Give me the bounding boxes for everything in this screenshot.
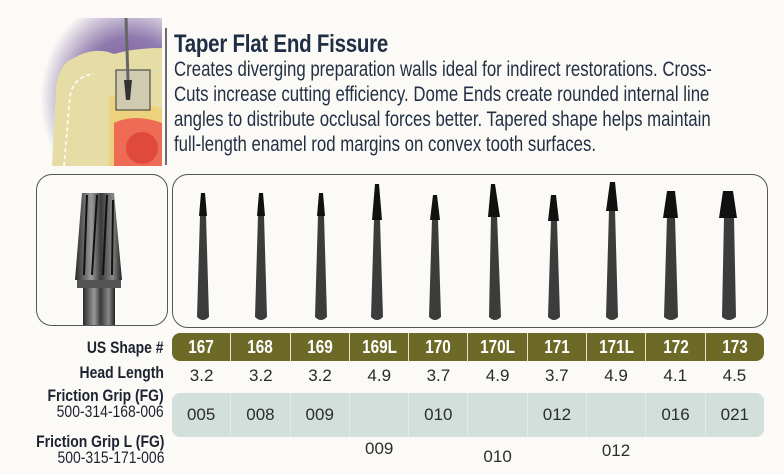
fgl-size-cell [527, 447, 586, 473]
head-length-cell: 4.1 [663, 366, 688, 385]
fg-size-cell: 012 [528, 393, 588, 437]
product-title: Taper Flat End Fissure [174, 30, 389, 58]
row-labels: US Shape # Head Length Friction Grip (FG… [0, 0, 164, 475]
product-description: Creates diverging preparation walls idea… [174, 57, 766, 157]
label-head-length: Head Length [79, 363, 164, 382]
shape-number-row: 167 168 169 169L 170 170L 171 171L 172 1… [172, 333, 764, 361]
fg-size-cell [350, 393, 410, 437]
description-line: full-length enamel rod margins on convex… [174, 133, 597, 156]
fg-size-cell: 016 [646, 393, 706, 437]
fgl-size-cell [646, 447, 705, 473]
friction-grip-l-code: 500-315-171-006 [57, 448, 164, 467]
head-length-cell: 3.2 [308, 366, 332, 385]
head-length-cell: 4.9 [485, 366, 510, 385]
shape-cell: 169L [350, 333, 410, 361]
description-line: Cuts increase cutting efficiency. Dome E… [174, 83, 710, 106]
shape-cell: 171L [587, 333, 647, 361]
fgl-size-cell [409, 447, 468, 473]
label-us-shape: US Shape # [87, 338, 164, 357]
head-length-row: 3.2 3.2 3.2 4.9 3.7 4.9 3.7 4.9 4.1 4.5 [172, 366, 764, 388]
shape-cell: 167 [172, 333, 232, 361]
shape-cell: 173 [722, 337, 748, 357]
fgl-size-cell [231, 447, 290, 473]
fgl-size-cell: 012 [601, 441, 631, 460]
fgl-size-cell [290, 447, 349, 473]
fgl-size-cell [705, 447, 764, 473]
description-line: Creates diverging preparation walls idea… [174, 58, 712, 81]
fgl-size-cell: 010 [483, 447, 512, 466]
head-length-cell: 3.2 [248, 366, 273, 385]
friction-grip-title: Friction Grip (FG) [47, 386, 164, 405]
head-length-cell: 4.9 [604, 366, 628, 385]
tooth-illustration [14, 18, 162, 166]
description-line: angles to distribute occlusal forces bet… [174, 108, 711, 131]
fgl-size-cell [172, 447, 231, 473]
fg-size-cell: 008 [231, 393, 291, 437]
friction-grip-code: 500-314-168-006 [57, 402, 164, 421]
friction-grip-l-title: Friction Grip L (FG) [35, 432, 164, 451]
shape-cell: 168 [231, 333, 291, 361]
fg-size-cell: 021 [720, 405, 749, 424]
head-length-cell: 3.7 [426, 366, 451, 385]
header-divider [165, 28, 167, 165]
bur-lineup-panel [172, 174, 768, 328]
fg-size-cell: 005 [172, 393, 232, 437]
friction-grip-l-row: 009 010 012 [172, 439, 764, 473]
fg-size-cell: 009 [291, 393, 350, 437]
fg-size-cell [587, 393, 647, 437]
fg-size-cell [468, 393, 528, 437]
shape-cell: 172 [646, 333, 706, 361]
fgl-size-cell: 009 [365, 439, 394, 458]
shape-cell: 171 [528, 333, 588, 361]
head-length-cell: 4.5 [722, 366, 747, 385]
shape-cell: 170 [409, 333, 469, 361]
friction-grip-row: 005 008 009 010 012 016 021 [172, 393, 764, 437]
head-length-cell: 4.9 [367, 366, 392, 385]
label-friction-grip-l: Friction Grip L (FG) 500-315-171-006 [35, 432, 164, 467]
head-length-cell: 3.2 [189, 366, 214, 385]
head-length-cell: 3.7 [545, 366, 569, 385]
label-friction-grip: Friction Grip (FG) 500-314-168-006 [47, 386, 164, 421]
fg-size-cell: 010 [409, 393, 469, 437]
bur-closeup-photo [36, 174, 168, 326]
shape-cell: 169 [291, 333, 350, 361]
shape-cell: 170L [468, 333, 528, 361]
